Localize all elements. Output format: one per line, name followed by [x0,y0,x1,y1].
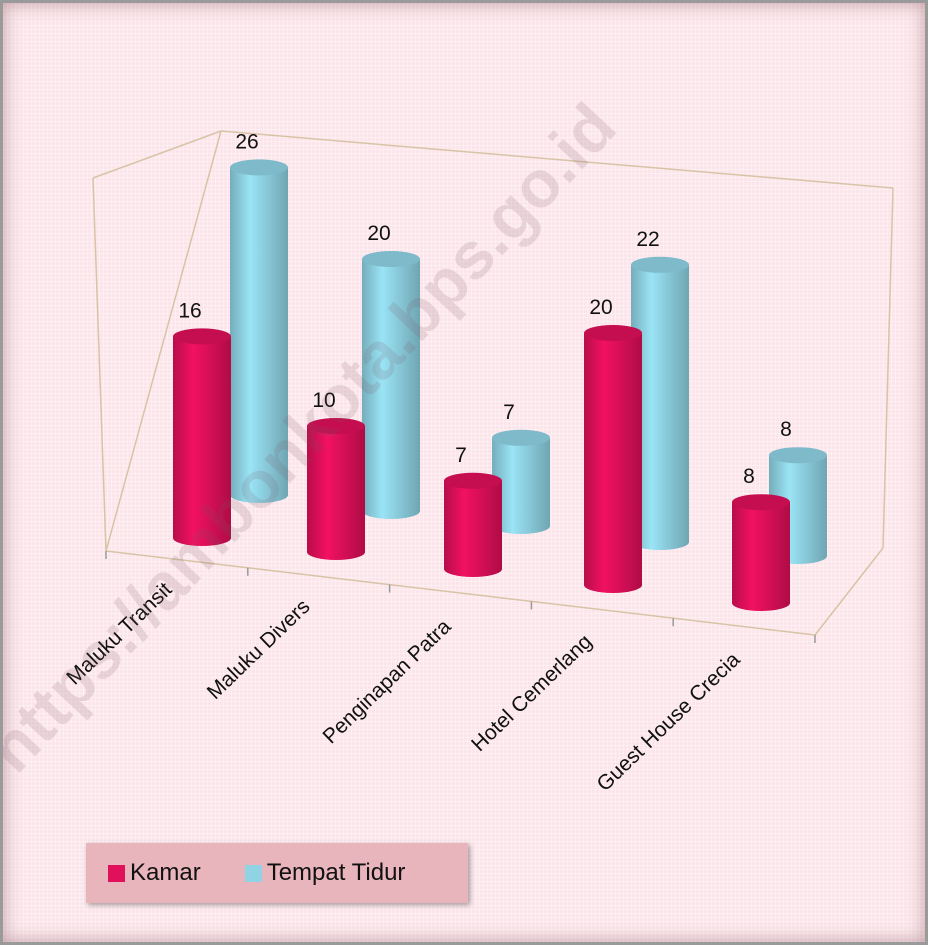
data-label-tempat-tidur-hotel-cemerlang: 22 [636,228,659,251]
bar-top [173,328,231,344]
category-label-guest-house-crecia: Guest House Crecia [592,648,744,796]
plot-box-line [93,131,221,178]
legend-item-kamar: Kamar [108,859,201,887]
bar-top [444,473,502,489]
bar-top [230,159,288,175]
data-label-kamar-guest-house-crecia: 8 [743,465,755,488]
data-label-kamar-maluku-transit: 16 [178,299,201,322]
data-label-tempat-tidur-maluku-divers: 20 [367,222,390,245]
bar-top [631,257,689,273]
data-label-kamar-penginapan-patra: 7 [455,444,467,467]
bar-top [732,494,790,510]
bar-body [444,481,502,577]
chart-plot: Maluku Transit Maluku Divers Penginapan Pa… [3,3,928,948]
plot-box-line [815,548,883,635]
bar-top [584,325,642,341]
legend-label-kamar: Kamar [130,859,201,887]
legend-item-tempat-tidur: Tempat Tidur [245,859,406,887]
bar-top [492,430,550,446]
plot-box-line [93,178,106,551]
bar-body [732,502,790,611]
data-label-tempat-tidur-guest-house-crecia: 8 [780,418,792,441]
legend-label-tempat-tidur: Tempat Tidur [267,859,406,887]
legend-swatch-tempat-tidur [245,865,262,882]
bar-kamar-hotel-cemerlang: 20 [584,296,642,593]
data-label-tempat-tidur-penginapan-patra: 7 [503,401,515,424]
bar-body [584,333,642,593]
category-label-hotel-cemerlang: Hotel Cemerlang [467,630,596,756]
category-label-penginapan-patra: Penginapan Patra [319,615,456,749]
legend-swatch-kamar [108,865,125,882]
plot-box-line [883,188,893,548]
category-label-maluku-divers: Maluku Divers [203,595,315,704]
data-label-kamar-hotel-cemerlang: 20 [589,296,612,319]
legend: Kamar Tempat Tidur [86,843,468,903]
bar-top [769,447,827,463]
data-label-tempat-tidur-maluku-transit: 26 [235,130,258,153]
